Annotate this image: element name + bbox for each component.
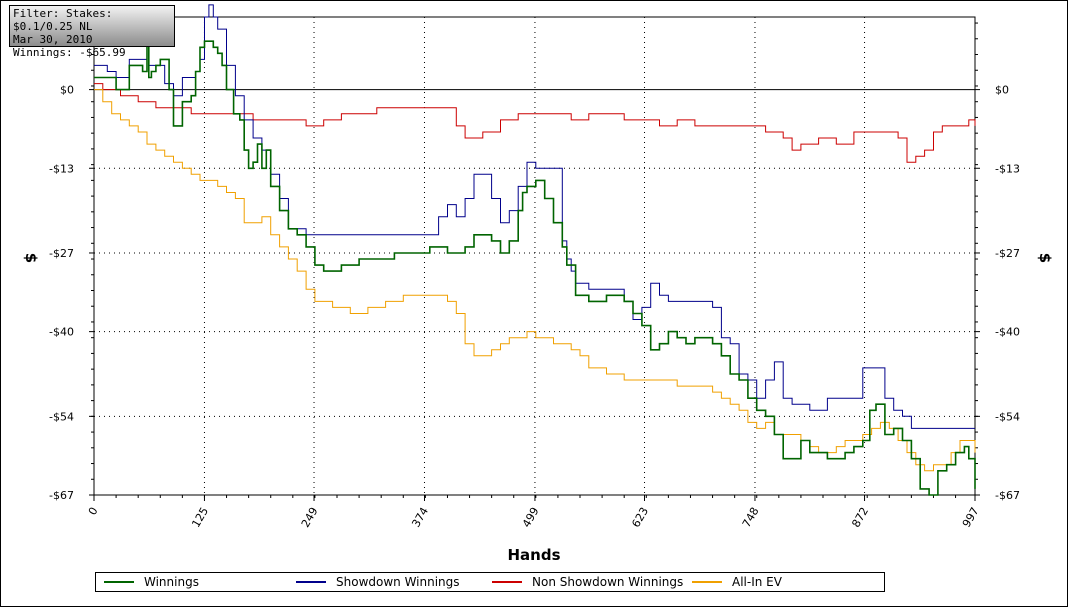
y-tick-label: -$13 <box>995 162 1020 175</box>
filter-text: Filter: Stakes: $0.1/0.25 NL <box>13 7 113 33</box>
axes <box>89 16 980 501</box>
series-lines <box>94 4 976 496</box>
y-tick-label: $0 <box>60 84 74 97</box>
winnings-text: Winnings: -$65.99 <box>13 46 126 59</box>
series-line-winnings <box>94 40 976 496</box>
legend-label: Non Showdown Winnings <box>532 575 684 589</box>
x-tick-label: 374 <box>409 505 431 530</box>
legend-swatch <box>104 581 134 583</box>
y-tick-label: -$54 <box>49 410 74 423</box>
y-axis-title-right: $ <box>1036 253 1054 263</box>
x-tick-label: 0 <box>86 505 101 518</box>
filter-info-box: Filter: Stakes: $0.1/0.25 NL Mar 30, 201… <box>9 5 175 59</box>
y-tick-label: $0 <box>995 84 1009 97</box>
date-text: Mar 30, 2010 <box>13 33 93 46</box>
x-tick-label: 125 <box>189 505 211 530</box>
legend-swatch <box>296 581 326 583</box>
x-axis-ticks: 0 125 249 374 499 623 748 872 997 <box>86 505 982 530</box>
x-axis-title: Hands <box>507 546 560 564</box>
y-tick-label: -$27 <box>995 247 1020 260</box>
y-tick-label: -$13 <box>49 162 74 175</box>
x-tick-label: 249 <box>299 505 321 530</box>
legend-label: Winnings <box>144 575 199 589</box>
legend: Winnings Showdown Winnings Non Showdown … <box>95 572 885 592</box>
y-axis-title-left: $ <box>22 253 40 263</box>
series-line-non-showdown-winnings <box>94 83 976 163</box>
y-tick-label: -$54 <box>995 410 1020 423</box>
y-tick-label: -$67 <box>49 489 74 502</box>
x-tick-label: 997 <box>960 505 982 530</box>
series-line-all-in-ev <box>94 89 976 472</box>
legend-label: Showdown Winnings <box>336 575 460 589</box>
x-tick-label: 872 <box>849 505 871 530</box>
y-tick-label: -$40 <box>995 326 1020 339</box>
series-line-showdown-winnings <box>94 4 975 429</box>
x-tick-label: 499 <box>520 505 542 530</box>
y-tick-label: -$40 <box>49 326 74 339</box>
legend-label: All-In EV <box>732 575 782 589</box>
x-tick-label: 748 <box>740 505 762 530</box>
y-tick-label: -$67 <box>995 489 1020 502</box>
x-tick-label: 623 <box>629 505 651 530</box>
legend-swatch <box>692 581 722 583</box>
y-tick-label: -$27 <box>49 247 74 260</box>
legend-swatch <box>492 581 522 583</box>
y-axis-ticks: $0 $0 -$13 -$13 -$27 -$27 -$40 -$40 -$54 -$54 -$67… <box>49 84 1020 502</box>
